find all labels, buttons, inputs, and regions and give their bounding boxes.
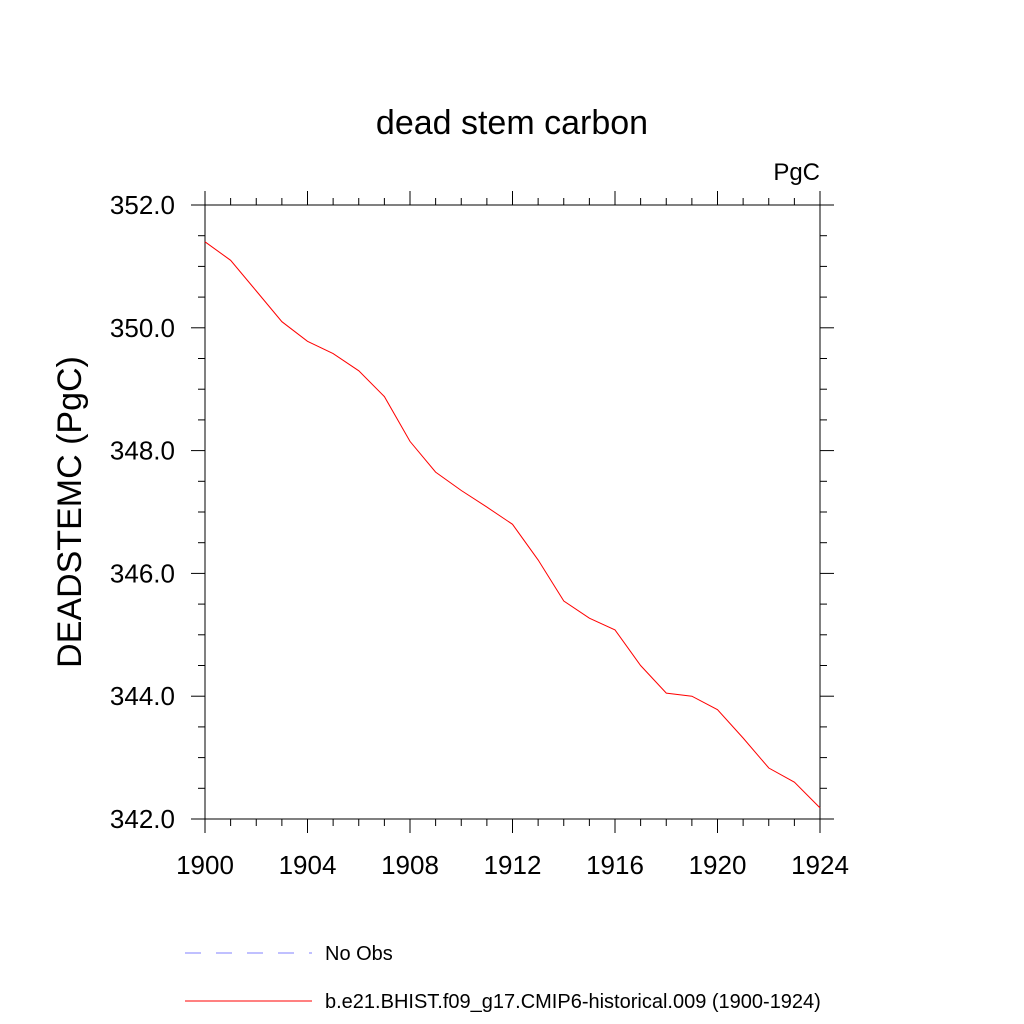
y-tick-label: 344.0 — [110, 681, 175, 711]
y-tick-label: 348.0 — [110, 436, 175, 466]
plot-frame — [204, 204, 821, 820]
x-tick-label: 1912 — [484, 850, 542, 880]
series-line — [204, 241, 821, 809]
x-tick-label: 1924 — [791, 850, 849, 880]
y-tick-label: 342.0 — [110, 804, 175, 834]
x-tick-label: 1904 — [279, 850, 337, 880]
x-tick-label: 1900 — [176, 850, 234, 880]
legend-label: No Obs — [325, 943, 393, 965]
units-label: PgC — [773, 159, 820, 186]
axes: 1900 1904 1908 1912 1916 1920 1924 342.0 344.0 34… — [110, 190, 849, 880]
series-layer — [204, 241, 821, 809]
y-tick-label: 352.0 — [110, 190, 175, 220]
y-tick-label: 346.0 — [110, 558, 175, 588]
x-tick-label: 1908 — [381, 850, 439, 880]
x-tick-label: 1920 — [689, 850, 747, 880]
x-tick-label: 1916 — [586, 850, 644, 880]
chart-title: dead stem carbon — [376, 104, 648, 142]
legend-label: b.e21.BHIST.f09_g17.CMIP6-historical.009… — [325, 991, 821, 1013]
y-axis-label: DEADSTEMC (PgC) — [51, 356, 89, 668]
legend: No Obs b.e21.BHIST.f09_g17.CMIP6-historic… — [185, 943, 821, 1013]
y-tick-label: 350.0 — [110, 313, 175, 343]
